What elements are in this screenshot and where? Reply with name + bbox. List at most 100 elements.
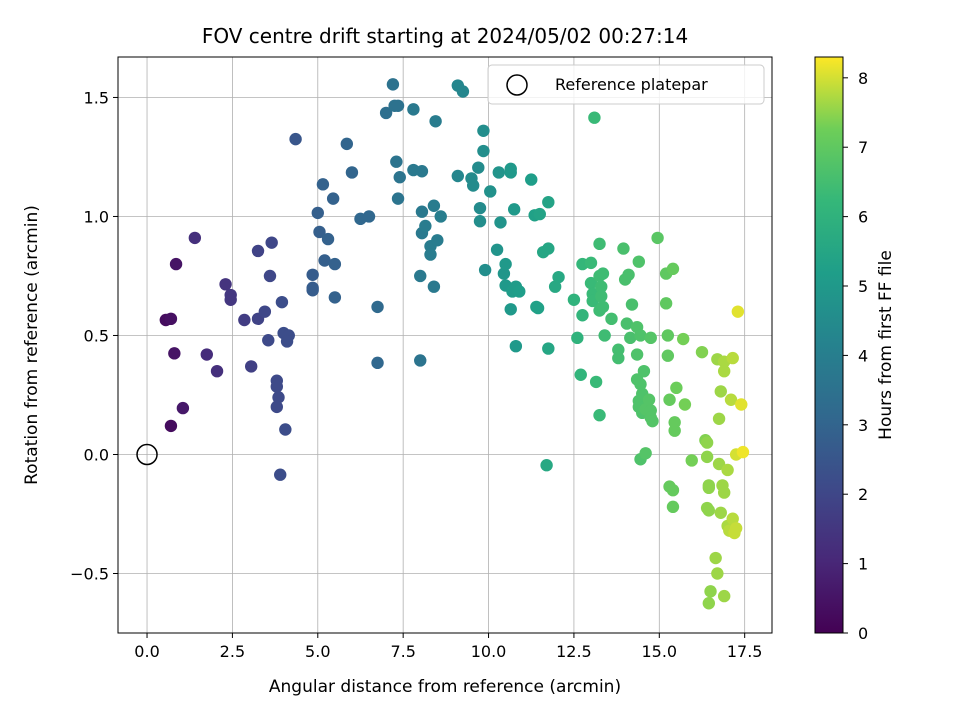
- data-point: [712, 412, 726, 425]
- data-point: [473, 201, 487, 215]
- data-point: [431, 234, 444, 247]
- data-point: [695, 345, 709, 359]
- data-point: [391, 99, 405, 112]
- colorbar: 0 1 2 3 4 5 6 7 8 Hours from first FF file: [814, 56, 896, 643]
- data-point: [721, 463, 734, 477]
- data-point: [724, 393, 738, 406]
- data-point: [584, 276, 598, 290]
- data-point: [472, 161, 485, 174]
- data-point: [576, 309, 589, 322]
- data-point: [306, 284, 319, 297]
- y-tick-label: 0.5: [84, 326, 109, 345]
- x-tick-label: 10.0: [471, 642, 507, 661]
- data-point: [637, 364, 651, 378]
- colorbar-tick-label: 0: [858, 624, 868, 643]
- y-axis: −0.5 0.0 0.5 1.0 1.5: [70, 88, 118, 583]
- data-point: [625, 298, 639, 311]
- x-axis: 0.0 2.5 5.0 7.5 10.0 12.5 15.0 17.5: [134, 633, 762, 661]
- data-point: [593, 237, 606, 251]
- data-point: [588, 111, 601, 124]
- data-point: [414, 269, 427, 283]
- data-point: [731, 305, 745, 318]
- data-point: [321, 232, 335, 246]
- data-point: [533, 207, 546, 221]
- data-point: [362, 210, 376, 223]
- data-point: [429, 115, 442, 128]
- y-tick-label: 1.5: [84, 88, 109, 107]
- data-point: [700, 436, 714, 449]
- data-point: [574, 368, 587, 381]
- data-point: [542, 195, 555, 209]
- data-point: [427, 280, 441, 293]
- data-point: [595, 290, 608, 303]
- data-point: [661, 329, 675, 342]
- data-point: [711, 567, 724, 580]
- data-point: [492, 166, 505, 179]
- data-point: [407, 103, 420, 116]
- data-point: [584, 256, 598, 270]
- data-point: [280, 335, 294, 348]
- plot-background: [118, 57, 772, 633]
- data-point: [702, 504, 716, 517]
- data-point: [424, 248, 437, 261]
- data-point: [735, 398, 748, 411]
- data-point: [622, 268, 635, 281]
- data-point: [513, 285, 526, 298]
- data-point: [542, 242, 555, 255]
- data-point: [258, 305, 272, 318]
- colorbar-tick-label: 3: [858, 416, 868, 435]
- chart-title: FOV centre drift starting at 2024/05/02 …: [202, 24, 688, 48]
- data-point: [371, 356, 384, 370]
- x-tick-label: 12.5: [556, 642, 592, 661]
- data-point: [702, 597, 716, 610]
- data-point: [659, 297, 673, 310]
- data-point: [666, 483, 680, 497]
- plot-frame: [117, 56, 773, 634]
- data-point: [624, 331, 637, 345]
- data-point: [265, 236, 278, 249]
- data-point: [714, 506, 727, 520]
- data-point: [164, 419, 178, 433]
- colorbar-tick-label: 2: [858, 485, 868, 504]
- data-point: [736, 445, 750, 459]
- data-point: [729, 522, 743, 535]
- data-point: [484, 185, 497, 198]
- data-point: [595, 280, 608, 293]
- data-point: [274, 468, 287, 481]
- data-point: [531, 301, 545, 315]
- data-point: [168, 347, 181, 360]
- data-point: [371, 300, 384, 314]
- data-point: [499, 257, 512, 271]
- data-point: [251, 244, 265, 258]
- data-point: [414, 354, 427, 367]
- data-point: [639, 447, 652, 460]
- data-point: [451, 169, 465, 183]
- data-point: [490, 243, 504, 256]
- data-point: [709, 551, 722, 565]
- data-point: [634, 329, 647, 342]
- data-point: [289, 132, 302, 146]
- colorbar-tick-label: 6: [858, 208, 868, 227]
- data-point: [328, 257, 342, 271]
- data-point: [318, 254, 331, 267]
- data-point: [714, 385, 727, 398]
- data-point: [419, 219, 432, 233]
- data-point: [677, 332, 690, 346]
- data-point: [642, 393, 656, 406]
- data-point: [316, 178, 330, 191]
- data-point: [345, 166, 359, 179]
- data-point: [270, 400, 284, 414]
- data-point: [644, 331, 657, 345]
- y-tick-label: 1.0: [84, 207, 109, 226]
- y-axis-label: Rotation from reference (arcmin): [22, 205, 42, 485]
- data-point: [497, 267, 511, 280]
- data-point: [244, 360, 258, 373]
- data-point: [477, 124, 490, 137]
- data-point: [210, 364, 224, 378]
- data-point: [700, 450, 714, 464]
- data-point: [176, 401, 190, 415]
- data-point: [456, 85, 470, 98]
- data-point: [678, 398, 692, 411]
- data-point: [219, 278, 232, 291]
- data-point: [668, 416, 681, 429]
